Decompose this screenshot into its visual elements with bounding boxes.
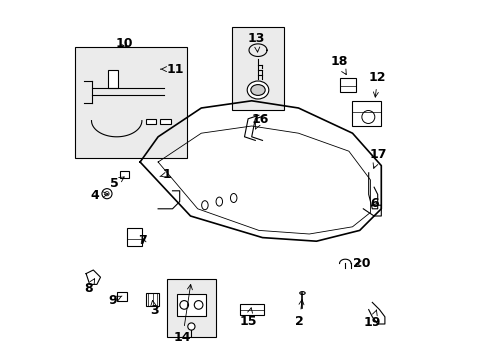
- Text: 19: 19: [363, 310, 380, 329]
- Text: 3: 3: [149, 300, 158, 317]
- Bar: [107, 70, 118, 88]
- Ellipse shape: [247, 81, 268, 99]
- Circle shape: [187, 323, 195, 330]
- Text: 17: 17: [369, 148, 386, 168]
- Bar: [167, 279, 215, 337]
- Text: 14: 14: [173, 284, 192, 344]
- Text: 6: 6: [369, 197, 378, 210]
- Text: 18: 18: [329, 55, 347, 75]
- Bar: [127, 228, 142, 246]
- Ellipse shape: [230, 194, 237, 202]
- Text: 16: 16: [251, 113, 268, 129]
- Bar: [231, 27, 284, 110]
- Text: 13: 13: [247, 32, 265, 52]
- Ellipse shape: [216, 197, 222, 206]
- Bar: [117, 292, 127, 301]
- Text: 8: 8: [84, 279, 95, 295]
- Ellipse shape: [299, 292, 305, 294]
- Text: 11: 11: [161, 63, 183, 76]
- Text: 10: 10: [115, 37, 132, 50]
- Text: 4: 4: [90, 189, 108, 202]
- Circle shape: [104, 192, 109, 196]
- Circle shape: [361, 111, 374, 123]
- Text: 9: 9: [108, 294, 122, 307]
- Ellipse shape: [201, 201, 208, 210]
- Bar: [120, 171, 129, 178]
- Bar: [145, 293, 159, 306]
- Bar: [75, 47, 186, 158]
- Text: 12: 12: [368, 71, 386, 97]
- Text: 20: 20: [352, 257, 370, 270]
- Bar: [352, 101, 381, 126]
- Circle shape: [180, 301, 188, 309]
- Bar: [240, 304, 263, 315]
- Bar: [145, 119, 156, 124]
- Bar: [160, 119, 170, 124]
- Text: 2: 2: [295, 300, 304, 328]
- Text: 1: 1: [160, 168, 171, 181]
- Text: 7: 7: [138, 234, 147, 247]
- Circle shape: [194, 301, 203, 309]
- Ellipse shape: [250, 85, 264, 95]
- Bar: [339, 78, 355, 92]
- Text: 5: 5: [110, 177, 124, 190]
- Text: 15: 15: [239, 308, 256, 328]
- Circle shape: [102, 189, 112, 199]
- Bar: [177, 294, 205, 316]
